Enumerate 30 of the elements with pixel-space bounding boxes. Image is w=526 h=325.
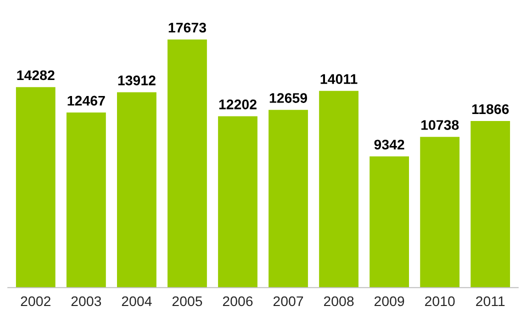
bar [319, 90, 358, 288]
bar [16, 87, 56, 288]
bar [66, 112, 106, 288]
bar [470, 120, 510, 288]
data-label: 12202 [219, 100, 256, 110]
bar [420, 136, 460, 288]
x-tick-label: 2007 [274, 296, 304, 306]
x-tick-label: 2003 [71, 296, 102, 306]
bar [117, 92, 156, 288]
x-tick-label: 2006 [222, 296, 253, 306]
data-label: 14011 [320, 74, 358, 84]
x-tick-label: 2010 [425, 296, 455, 306]
bar [168, 39, 207, 288]
data-label: 13912 [118, 76, 156, 86]
x-tick-label: 2011 [476, 296, 505, 306]
bar [370, 156, 409, 288]
x-tick-label: 2004 [122, 296, 152, 306]
data-label: 12467 [68, 96, 105, 106]
bar [268, 110, 308, 288]
x-tick-label: 2005 [172, 296, 202, 306]
data-label: 14282 [17, 70, 54, 80]
data-label: 10738 [421, 120, 459, 130]
x-tick-label: 2008 [324, 296, 354, 306]
data-label: 11866 [472, 104, 509, 114]
data-label: 12659 [270, 93, 308, 103]
x-tick-label: 2002 [20, 296, 50, 306]
data-label: 9342 [374, 140, 404, 150]
data-label: 17673 [168, 22, 206, 33]
bar [218, 116, 258, 288]
x-tick-label: 2009 [374, 296, 404, 306]
